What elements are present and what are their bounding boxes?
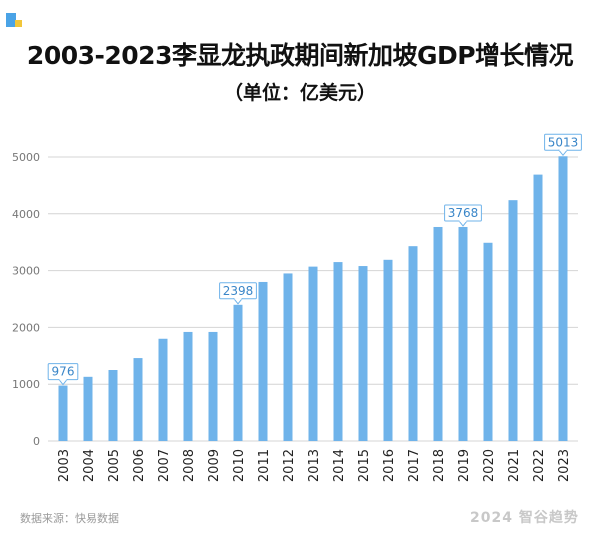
bar [533,174,543,441]
bar [183,331,193,441]
x-tick-label: 2017 [407,449,422,482]
bar [233,304,243,441]
brand-watermark: 2024 智谷趋势 [470,510,579,526]
x-tick-label: 2022 [532,449,547,482]
x-tick-label: 2016 [382,449,397,482]
bar [283,273,293,441]
x-tick-label: 2013 [307,449,322,482]
corner-logo-mark [6,13,22,27]
chart-title: 2003-2023李显龙执政期间新加坡GDP增长情况 [26,41,574,70]
x-tick-label: 2008 [182,449,197,482]
bar [58,385,68,441]
bar [508,200,518,441]
value-callout-label: 976 [52,365,75,379]
bar [458,226,468,441]
value-callout-label: 2398 [223,284,254,298]
value-callout-label: 3768 [448,206,479,220]
bar [333,262,343,441]
bar [258,281,268,441]
x-tick-label: 2003 [57,449,72,482]
bar [383,259,393,441]
x-tick-label: 2007 [157,449,172,482]
bar [358,266,368,441]
x-tick-label: 2014 [332,449,347,482]
y-tick-label: 0 [33,435,40,448]
y-tick-label: 5000 [12,151,40,164]
y-tick-label: 4000 [12,208,40,221]
x-tick-label: 2009 [207,449,222,482]
y-tick-label: 3000 [12,265,40,278]
x-tick-label: 2005 [107,449,122,482]
bar [83,376,93,441]
y-tick-label: 2000 [12,321,40,334]
x-tick-label: 2019 [457,449,472,482]
bar [433,226,443,441]
bar [483,242,493,441]
bar [308,266,318,441]
bar [408,246,418,441]
x-tick-label: 2006 [132,449,147,482]
x-tick-label: 2023 [557,449,572,482]
y-tick-label: 1000 [12,378,40,391]
x-tick-label: 2011 [257,449,272,482]
bar [208,331,218,441]
x-tick-label: 2004 [82,449,97,482]
x-tick-label: 2021 [507,449,522,482]
bar [133,358,143,441]
chart-subtitle: （单位：亿美元） [223,82,376,104]
bar [108,370,118,441]
x-tick-label: 2018 [432,449,447,482]
bar [558,156,568,441]
data-source-note: 数据来源：快易数据 [20,512,119,525]
x-tick-label: 2020 [482,449,497,482]
value-callout-label: 5013 [548,135,579,149]
x-tick-label: 2015 [357,449,372,482]
x-tick-label: 2012 [282,449,297,482]
x-tick-label: 2010 [232,449,247,482]
bar [158,338,168,441]
